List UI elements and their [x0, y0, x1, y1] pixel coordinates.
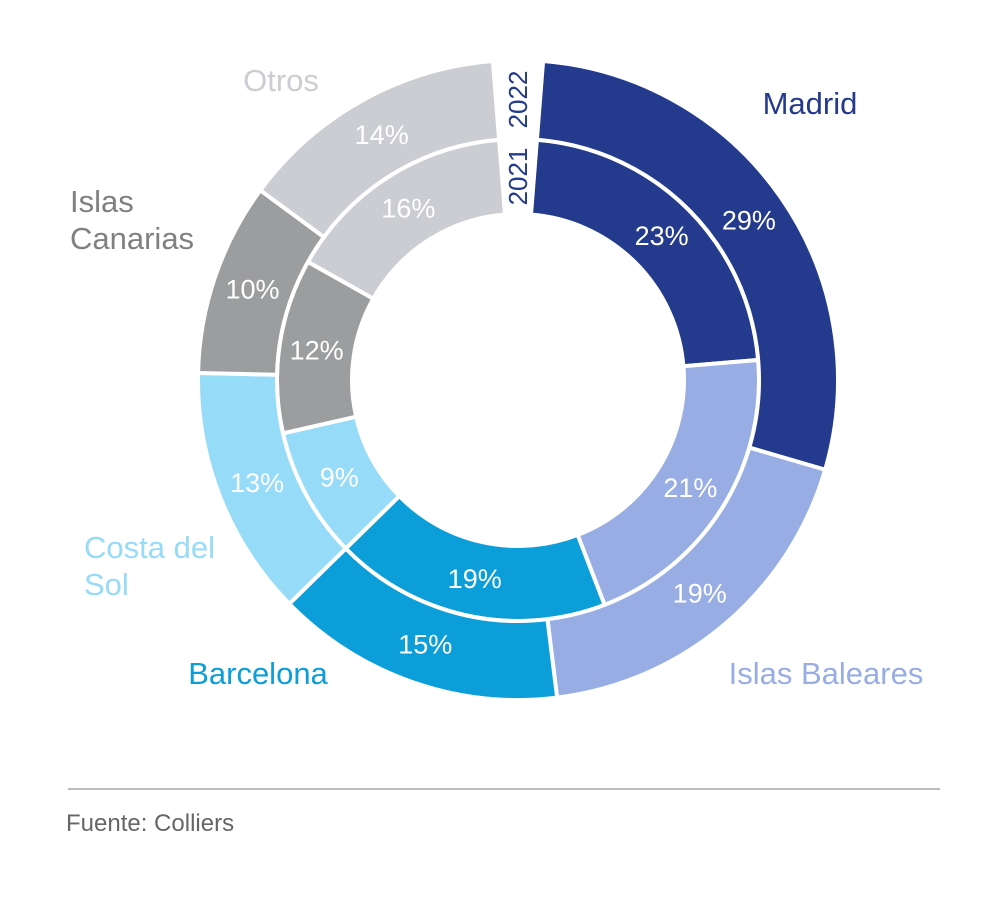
data-label-2021-madrid: 23% [635, 221, 689, 251]
percentage-labels: 23% 21% 19% 9% 12% 16% 29% 19% 15% 13% 10% 14% [225, 120, 775, 660]
data-label-2021-otros: 16% [381, 194, 435, 224]
category-label-madrid: Madrid [763, 86, 858, 121]
data-label-2021-islas-baleares: 21% [663, 473, 717, 503]
source-note: Fuente: Colliers [66, 810, 235, 837]
footer-divider [68, 788, 940, 790]
data-label-2022-islas-canarias: 10% [225, 275, 279, 305]
data-label-2021-costa-del-sol: 9% [320, 462, 359, 492]
category-label-otros: Otros [243, 63, 319, 98]
category-label-islas-canarias: Islas Canarias [70, 184, 194, 256]
category-label-costa-del-sol: Costa del Sol [84, 530, 215, 602]
slice-2022-madrid [534, 58, 840, 473]
year-label-2022: 2022 [503, 71, 533, 129]
category-label-barcelona: Barcelona [188, 656, 328, 691]
data-label-2022-barcelona: 15% [398, 630, 452, 660]
data-label-2022-costa-del-sol: 13% [230, 468, 284, 498]
nested-donut-chart: 23% 21% 19% 9% 12% 16% 29% 19% 15% 13% 10% 14% Madr… [70, 58, 924, 702]
year-label-2021: 2021 [503, 148, 533, 206]
category-label-islas-baleares: Islas Baleares [729, 656, 924, 691]
data-label-2022-islas-baleares: 19% [673, 579, 727, 609]
category-labels: Madrid Islas Baleares Barcelona Costa del So… [70, 63, 923, 691]
donut-rings [196, 58, 840, 702]
data-label-2021-barcelona: 19% [448, 564, 502, 594]
year-labels: 2021 2022 [503, 71, 533, 206]
data-label-2022-otros: 14% [355, 120, 409, 150]
data-label-2022-madrid: 29% [722, 206, 776, 236]
data-label-2021-islas-canarias: 12% [290, 336, 344, 366]
slice-2022-otros [257, 58, 502, 240]
